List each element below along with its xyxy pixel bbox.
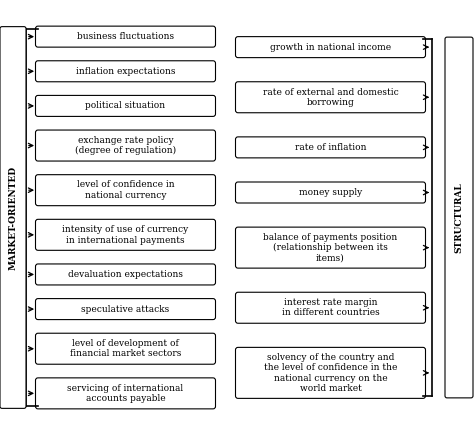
FancyBboxPatch shape (236, 82, 426, 113)
Text: rate of inflation: rate of inflation (295, 143, 366, 152)
FancyBboxPatch shape (36, 299, 216, 320)
Text: solvency of the country and
the level of confidence in the
national currency on : solvency of the country and the level of… (264, 353, 397, 393)
Text: inflation expectations: inflation expectations (76, 67, 175, 76)
FancyBboxPatch shape (445, 37, 473, 398)
FancyBboxPatch shape (236, 182, 426, 203)
Text: servicing of international
accounts payable: servicing of international accounts paya… (67, 384, 183, 403)
Text: rate of external and domestic
borrowing: rate of external and domestic borrowing (263, 88, 398, 107)
Text: interest rate margin
in different countries: interest rate margin in different countr… (282, 298, 379, 318)
FancyBboxPatch shape (36, 26, 216, 47)
FancyBboxPatch shape (236, 292, 426, 323)
FancyBboxPatch shape (36, 378, 216, 409)
Text: MARKET-ORIENTED: MARKET-ORIENTED (9, 165, 18, 270)
FancyBboxPatch shape (36, 333, 216, 364)
Text: business fluctuations: business fluctuations (77, 32, 174, 41)
Text: balance of payments position
(relationship between its
items): balance of payments position (relationsh… (264, 233, 398, 263)
FancyBboxPatch shape (236, 37, 426, 57)
FancyBboxPatch shape (236, 227, 426, 268)
Text: level of confidence in
national currency: level of confidence in national currency (77, 181, 174, 200)
FancyBboxPatch shape (36, 95, 216, 116)
Text: devaluation expectations: devaluation expectations (68, 270, 183, 279)
FancyBboxPatch shape (36, 61, 216, 82)
Text: political situation: political situation (85, 102, 165, 111)
FancyBboxPatch shape (36, 264, 216, 285)
FancyBboxPatch shape (0, 27, 26, 408)
FancyBboxPatch shape (36, 130, 216, 161)
Text: level of development of
financial market sectors: level of development of financial market… (70, 339, 181, 359)
FancyBboxPatch shape (236, 347, 426, 398)
FancyBboxPatch shape (236, 137, 426, 158)
Text: growth in national income: growth in national income (270, 43, 391, 52)
Text: STRUCTURAL: STRUCTURAL (455, 182, 464, 253)
Text: exchange rate policy
(degree of regulation): exchange rate policy (degree of regulati… (75, 136, 176, 156)
FancyBboxPatch shape (36, 175, 216, 206)
Text: speculative attacks: speculative attacks (82, 305, 170, 314)
Text: intensity of use of currency
in international payments: intensity of use of currency in internat… (63, 225, 189, 245)
FancyBboxPatch shape (36, 219, 216, 250)
Text: money supply: money supply (299, 188, 362, 197)
